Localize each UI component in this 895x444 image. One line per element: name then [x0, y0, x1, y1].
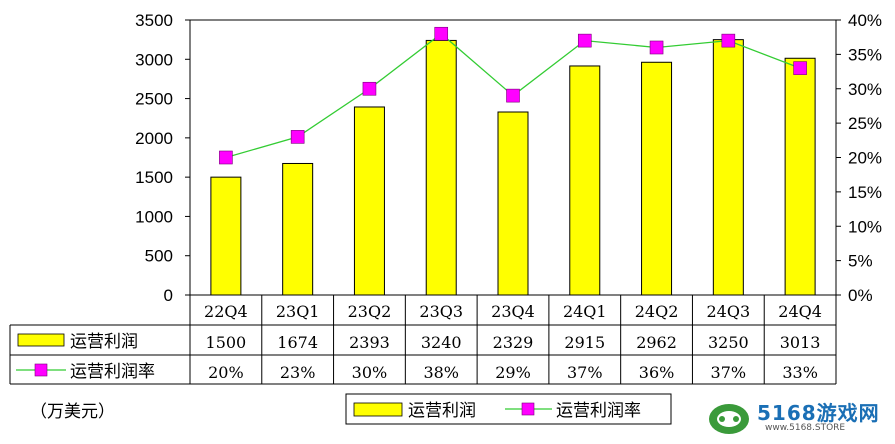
category-label: 24Q2 [635, 302, 679, 321]
right-tick-label: 25% [848, 114, 882, 133]
left-tick-label: 0 [164, 286, 173, 305]
bar-23Q4 [497, 111, 529, 296]
right-tick-label: 15% [848, 183, 882, 202]
watermark-brand: 5168游戏网 [757, 401, 880, 425]
category-label: 23Q3 [419, 302, 463, 321]
table-bar-swatch [17, 333, 65, 347]
legend: 运营利润 运营利润率 [345, 393, 672, 425]
marker-24Q2 [649, 40, 664, 55]
marker-23Q4 [506, 88, 520, 103]
table-row-label-line: 运营利润率 [70, 362, 155, 382]
left-tick-label: 2500 [135, 90, 173, 109]
bar-23Q3 [425, 39, 457, 296]
category-label: 23Q2 [348, 302, 392, 321]
left-axis: 0 500 1000 1500 2000 2500 3000 3500 [135, 11, 190, 305]
marker-22Q4 [219, 150, 233, 165]
table-cell-bar: 2329 [493, 333, 534, 352]
table-cell-line: 38% [423, 363, 459, 382]
table-cell-bar: 1674 [277, 333, 318, 352]
table-cell-line: 30% [352, 363, 388, 382]
marker-24Q4 [793, 61, 807, 75]
table-cell-bar: 2962 [636, 333, 677, 352]
legend-line-label: 运营利润率 [556, 401, 641, 421]
table-row-label-bar: 运营利润 [70, 332, 138, 352]
legend-bar-label: 运营利润 [408, 401, 476, 421]
table-cell-bar: 3240 [421, 333, 462, 352]
watermark-url: www.5168.STORE [765, 423, 846, 433]
left-tick-label: 3500 [135, 11, 173, 30]
right-tick-label: 40% [848, 11, 882, 30]
right-tick-label: 30% [848, 80, 882, 99]
left-tick-label: 3000 [135, 50, 173, 69]
category-label: 23Q4 [491, 302, 535, 321]
bar-22Q4 [210, 176, 242, 296]
table-cell-bar: 3013 [780, 333, 821, 352]
table-cell-bar: 1500 [206, 333, 247, 352]
left-tick-label: 2000 [135, 129, 173, 148]
category-label: 23Q1 [276, 302, 320, 321]
legend-bar-swatch [353, 402, 403, 417]
line-series [219, 26, 807, 165]
marker-24Q3 [721, 33, 736, 48]
table-cell-line: 20% [208, 363, 244, 382]
watermark-logo-icon [709, 404, 749, 434]
right-tick-label: 5% [848, 252, 873, 271]
table-cell-bar: 2915 [564, 333, 605, 352]
category-label: 24Q1 [563, 302, 607, 321]
table-cell-line: 36% [639, 363, 675, 382]
table-cell-line: 37% [567, 363, 603, 382]
left-tick-label: 500 [145, 247, 173, 266]
right-tick-label: 20% [848, 149, 882, 168]
table-cell-line: 37% [711, 363, 747, 382]
table-cell-line: 23% [280, 363, 316, 382]
bar-series [210, 39, 816, 296]
bar-24Q1 [569, 65, 601, 296]
right-axis: 0% 5% 10% 15% 20% 25% 30% 35% 40% [836, 11, 882, 305]
left-tick-label: 1000 [135, 207, 173, 226]
marker-24Q1 [577, 33, 592, 48]
unit-label: （万美元） [30, 402, 115, 422]
marker-23Q1 [290, 130, 305, 144]
right-tick-label: 10% [848, 217, 882, 236]
table-cell-line: 33% [782, 363, 818, 382]
bar-24Q3 [712, 39, 744, 296]
marker-23Q2 [362, 81, 377, 96]
category-label: 24Q3 [707, 302, 751, 321]
bar-24Q4 [784, 57, 816, 296]
category-label: 24Q4 [778, 302, 822, 321]
table-cell-line: 29% [495, 363, 531, 382]
bar-23Q2 [353, 106, 385, 296]
category-label: 22Q4 [204, 302, 248, 321]
right-tick-label: 35% [848, 45, 882, 64]
marker-23Q3 [434, 26, 449, 41]
table-cell-bar: 2393 [349, 333, 390, 352]
table-cell-bar: 3250 [708, 333, 749, 352]
left-tick-label: 1500 [135, 168, 173, 187]
legend-marker-swatch [521, 402, 535, 416]
table-marker-swatch [34, 363, 48, 377]
bar-23Q1 [282, 162, 314, 296]
bar-24Q2 [641, 61, 673, 296]
right-tick-label: 0% [848, 286, 873, 305]
watermark: 5168游戏网 www.5168.STORE [705, 395, 890, 441]
data-table: 22Q4 23Q1 23Q2 23Q3 23Q4 24Q1 24Q2 24Q3 24Q4 运营利润… [9, 295, 837, 385]
